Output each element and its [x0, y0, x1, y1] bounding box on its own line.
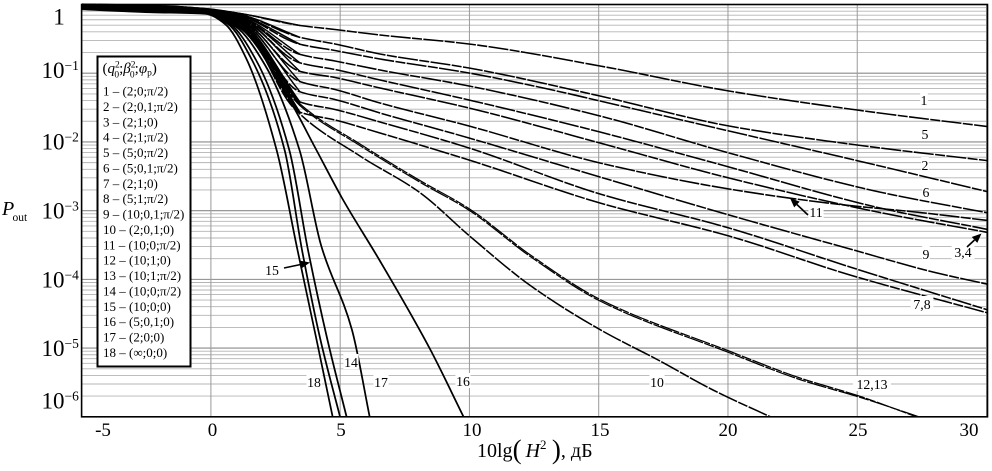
svg-text:9: 9 — [923, 247, 930, 262]
svg-text:2 – (2;0,1;π/2): 2 – (2;0,1;π/2) — [103, 99, 178, 114]
svg-text:15 – (10;0;0): 15 – (10;0;0) — [103, 299, 171, 314]
svg-text:4 – (2;1;π/2): 4 – (2;1;π/2) — [103, 130, 168, 145]
svg-text:10: 10 — [650, 375, 664, 390]
svg-text:10: 10 — [463, 420, 482, 441]
svg-text:8 – (5;1;π/2): 8 – (5;1;π/2) — [103, 191, 168, 206]
svg-text:1 – (2;0;π/2): 1 – (2;0;π/2) — [103, 84, 168, 99]
svg-text:7 – (2;1;0): 7 – (2;1;0) — [103, 176, 158, 191]
svg-text:2: 2 — [922, 158, 929, 173]
svg-text:15: 15 — [591, 420, 610, 441]
svg-text:5: 5 — [922, 127, 929, 142]
svg-text:7,8: 7,8 — [913, 297, 930, 312]
svg-text:5: 5 — [336, 420, 346, 441]
svg-text:1: 1 — [53, 5, 65, 30]
svg-text:20: 20 — [719, 420, 738, 441]
svg-text:14: 14 — [344, 355, 358, 370]
svg-text:25: 25 — [849, 420, 868, 441]
svg-text:1: 1 — [921, 93, 928, 108]
svg-text:6 – (5;0,1;π/2): 6 – (5;0,1;π/2) — [103, 160, 178, 175]
svg-text:5 – (5;0;π/2): 5 – (5;0;π/2) — [103, 145, 168, 160]
svg-text:18 – (∞;0;0): 18 – (∞;0;0) — [103, 345, 167, 360]
svg-text:3 – (2;1;0): 3 – (2;1;0) — [103, 114, 158, 129]
svg-text:13 – (10;1;π/2): 13 – (10;1;π/2) — [103, 268, 181, 283]
svg-text:out: out — [13, 212, 29, 224]
svg-text:11: 11 — [809, 205, 822, 220]
svg-text:10lg( H2 ), дБ: 10lg( H2 ), дБ — [477, 435, 593, 465]
svg-text:15: 15 — [265, 263, 279, 278]
svg-text:0: 0 — [208, 420, 218, 441]
svg-text:(q20;β20;φp): (q2 0;β2 0;φp) — [103, 61, 157, 81]
svg-text:16: 16 — [456, 374, 470, 389]
svg-text:14 – (10;0;π/2): 14 – (10;0;π/2) — [103, 283, 181, 298]
svg-text:16 – (5;0,1;0): 16 – (5;0,1;0) — [103, 314, 174, 329]
svg-text:9 – (10;0,1;π/2): 9 – (10;0,1;π/2) — [103, 207, 184, 222]
svg-text:P: P — [1, 198, 14, 220]
svg-text:17 – (2;0;0): 17 – (2;0;0) — [103, 330, 164, 345]
svg-text:6: 6 — [923, 185, 930, 200]
svg-text:17: 17 — [374, 375, 388, 390]
svg-text:10 – (2;0,1;0): 10 – (2;0,1;0) — [103, 222, 174, 237]
svg-text:12 – (10;1;0): 12 – (10;1;0) — [103, 253, 171, 268]
svg-text:11 – (10;0;π/2): 11 – (10;0;π/2) — [103, 237, 181, 252]
svg-text:18: 18 — [307, 375, 321, 390]
svg-text:-5: -5 — [95, 420, 111, 441]
svg-text:30: 30 — [960, 420, 979, 441]
svg-text:3,4: 3,4 — [954, 245, 971, 260]
svg-text:12,13: 12,13 — [856, 377, 887, 392]
